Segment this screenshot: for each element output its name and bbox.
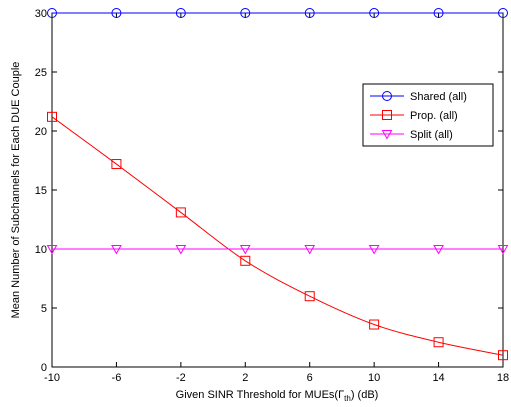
data-point <box>498 350 508 361</box>
data-point <box>111 159 122 170</box>
x-tick-label: -6 <box>112 372 122 384</box>
data-point <box>433 245 444 255</box>
data-point <box>433 337 444 348</box>
plot-area <box>51 12 504 368</box>
legend-label: Prop. (all) <box>410 110 458 122</box>
legend-marker <box>381 130 393 140</box>
data-point <box>304 245 316 255</box>
x-tick-label: 6 <box>307 372 313 384</box>
y-tick-label: 5 <box>41 303 47 315</box>
x-tick-label: 10 <box>368 372 380 384</box>
series-group <box>46 8 509 361</box>
data-point <box>240 8 251 18</box>
legend-label: Split (all) <box>410 129 453 141</box>
data-point <box>304 8 315 18</box>
y-tick-label: 15 <box>35 185 47 197</box>
x-tick-label: -10 <box>44 372 60 384</box>
data-point <box>175 8 186 18</box>
series-line-prop <box>51 116 504 356</box>
data-point <box>111 8 122 18</box>
x-tick-label: 2 <box>242 372 248 384</box>
legend-marker <box>382 91 392 101</box>
y-tick-label: 0 <box>41 362 47 374</box>
y-tick-label: 25 <box>35 67 47 79</box>
data-point <box>498 8 508 18</box>
data-point <box>111 245 122 255</box>
series-0 <box>47 8 508 18</box>
legend: Shared (all) Prop. (all) Split (all) <box>362 83 494 147</box>
y-tick-label: 20 <box>35 126 47 138</box>
data-point <box>239 245 251 255</box>
y-axis-label: Mean Number of Subchannels for Each DUE … <box>10 62 22 319</box>
data-point <box>47 111 57 122</box>
data-point <box>497 245 509 255</box>
data-point <box>369 8 380 18</box>
data-point <box>46 245 58 255</box>
data-point <box>175 207 186 218</box>
x-axis-label: Given SINR Threshold for MUEs(Γth) (dB) <box>176 389 379 403</box>
x-tick-label: -2 <box>176 372 186 384</box>
x-tick-label: 14 <box>432 372 444 384</box>
data-point <box>433 8 444 18</box>
series-2 <box>46 245 509 255</box>
y-tick-label: 10 <box>35 244 47 256</box>
data-point <box>368 245 380 255</box>
data-point <box>304 291 315 302</box>
series-1 <box>47 111 508 361</box>
x-tick-label: 18 <box>497 372 509 384</box>
legend-marker <box>382 110 392 120</box>
data-point <box>240 255 251 266</box>
data-point <box>47 8 57 18</box>
data-point <box>369 319 380 330</box>
data-point <box>175 245 187 255</box>
legend-label: Shared (all) <box>410 91 467 103</box>
y-tick-label: 30 <box>35 8 47 20</box>
